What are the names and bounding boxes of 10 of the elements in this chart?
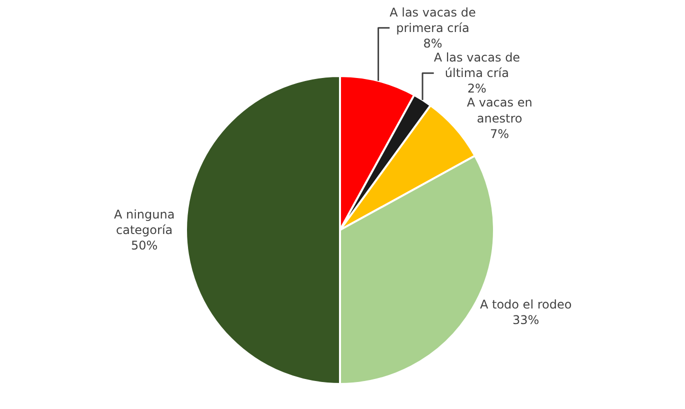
data-label: 2% [467, 82, 486, 96]
data-label: 50% [130, 238, 158, 253]
slice-label: A ninguna categoría [114, 207, 175, 237]
data-label: 7% [490, 126, 510, 141]
slice-label: A todo el rodeo [480, 297, 572, 312]
slice-label: A las vacas de primera cría [390, 5, 476, 35]
slice-label: A vacas en anestro [466, 96, 532, 126]
data-label: 8% [423, 36, 442, 50]
data-label: 33% [512, 313, 540, 328]
slice-label: A las vacas de última cría [434, 50, 520, 80]
